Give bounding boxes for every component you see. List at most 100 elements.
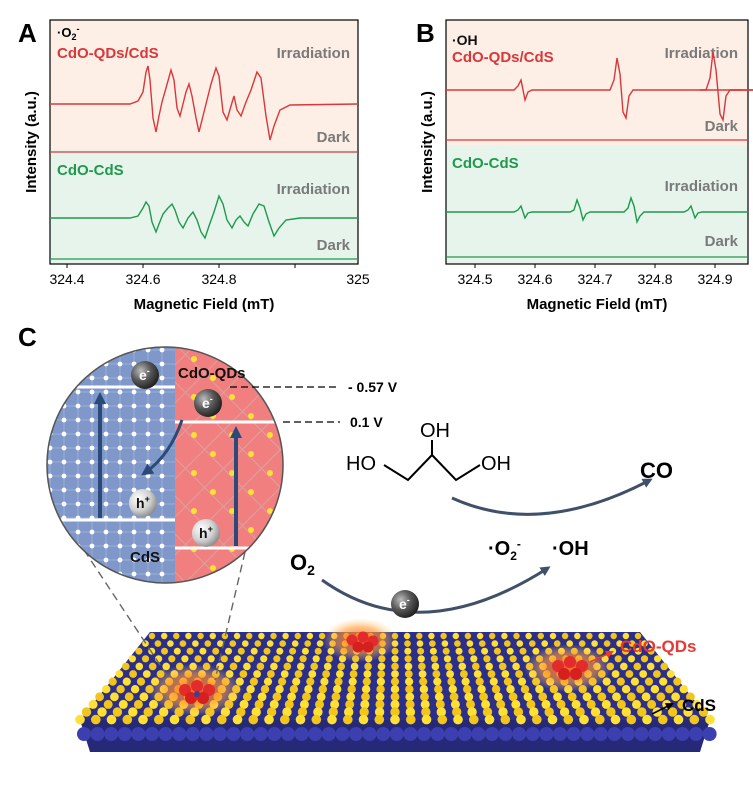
slab-atom — [539, 727, 554, 741]
slab-atom — [405, 707, 416, 717]
slab-atom — [267, 670, 275, 678]
lattice-atom — [89, 417, 95, 423]
slab-atom — [263, 677, 273, 686]
lattice-atom — [75, 459, 81, 465]
slab-atom — [538, 692, 548, 702]
slab-atom — [639, 670, 648, 678]
slab-atom — [279, 640, 287, 647]
lattice-atom — [117, 361, 123, 367]
slab-atom — [549, 632, 557, 640]
slab-atom — [523, 692, 533, 702]
lattice-atom — [89, 375, 95, 381]
slab-atom — [390, 677, 400, 686]
panel-c: C CdO-QDs CdS — [18, 322, 717, 752]
slab-atom — [304, 640, 312, 647]
panel-b-cdoqds-irradiation-trace — [446, 51, 753, 123]
lattice-atom — [89, 473, 95, 479]
slab-atom — [446, 670, 454, 678]
slab-atom — [122, 662, 130, 671]
slab-atom — [429, 640, 436, 647]
lattice-atom — [103, 459, 109, 465]
slab-atom — [421, 714, 432, 725]
slab-atom — [286, 655, 294, 663]
slab-atom — [417, 655, 425, 663]
slab-atom — [532, 714, 542, 725]
slab-atom — [236, 707, 246, 717]
lattice-atom — [131, 543, 137, 549]
slab-atom — [360, 699, 370, 709]
panel-b-xtick-label: 324.7 — [577, 271, 612, 287]
cds-pointer-label: CdS — [682, 696, 716, 715]
glycerol-ho-left: HO — [346, 453, 376, 475]
lattice-atom — [159, 487, 165, 493]
slab-atom — [136, 677, 146, 686]
lattice-atom — [117, 459, 123, 465]
slab-atom — [118, 699, 128, 709]
slab-atom — [686, 692, 695, 702]
slab-atom — [634, 727, 649, 741]
slab-atom — [512, 727, 527, 741]
slab-atom — [217, 640, 224, 647]
slab-atom — [519, 647, 527, 655]
lattice-atom — [145, 529, 151, 535]
slab-atom — [297, 662, 305, 671]
slab-atom — [349, 727, 363, 741]
lattice-atom — [159, 431, 165, 437]
cdo-qds-circle-label: CdO-QDs — [178, 365, 246, 382]
panel-b-xtick-label: 324.5 — [457, 271, 492, 287]
slab-atom — [302, 692, 311, 702]
lattice-atom — [103, 445, 109, 451]
slab-atom — [489, 677, 498, 686]
slab-atom — [328, 707, 338, 717]
slab-atom — [91, 714, 101, 725]
slab-atom — [516, 640, 524, 647]
slab-atom — [466, 699, 475, 709]
lattice-atom — [159, 375, 165, 381]
lattice-atom — [48, 586, 53, 591]
slab-atom — [679, 685, 688, 694]
slab-atom — [460, 670, 468, 678]
slab-atom — [128, 655, 136, 663]
slab-atom — [574, 632, 581, 640]
slab-atom — [362, 727, 377, 741]
slab-atom — [448, 685, 457, 694]
lattice-atom — [47, 543, 53, 549]
slab-atom — [264, 714, 274, 725]
slab-atom — [167, 640, 174, 647]
slab-atom — [430, 655, 438, 663]
panel-a-cdoqds-irradiation-trace — [50, 65, 359, 141]
slab-atom — [621, 685, 631, 694]
slab-atom — [692, 699, 702, 709]
slab-atom — [616, 677, 625, 686]
lattice-atom — [286, 489, 292, 495]
lattice-atom — [75, 347, 81, 353]
lattice-atom — [145, 571, 151, 577]
slab-atom — [464, 692, 474, 702]
hole-ball — [129, 489, 157, 517]
lattice-atom — [61, 543, 67, 549]
slab-atom — [404, 655, 412, 663]
slab-atom — [212, 647, 220, 655]
panel-a-xticks — [66, 264, 296, 268]
lattice-atom — [248, 375, 254, 381]
slab-atom — [646, 662, 655, 671]
lattice-atom — [61, 501, 67, 507]
slab-atom — [463, 685, 472, 694]
slab-atom — [616, 699, 626, 709]
slab-atom — [626, 692, 636, 702]
lattice-atom — [191, 508, 197, 514]
panel-a-top-sample: CdO-QDs/CdS — [57, 45, 159, 62]
slab-atom — [335, 727, 350, 741]
slab-atom — [496, 699, 506, 709]
slab-atom — [161, 647, 168, 655]
lattice-atom — [89, 347, 95, 353]
slab-atom — [306, 632, 314, 640]
slab-atom — [289, 647, 297, 655]
slab-atom — [281, 727, 295, 741]
slab-atom — [239, 699, 249, 709]
slab-atom — [139, 692, 149, 702]
slab-atom — [403, 632, 411, 640]
lattice-atom — [159, 389, 165, 395]
slab-atom — [251, 707, 261, 717]
slab-atom — [390, 707, 400, 717]
